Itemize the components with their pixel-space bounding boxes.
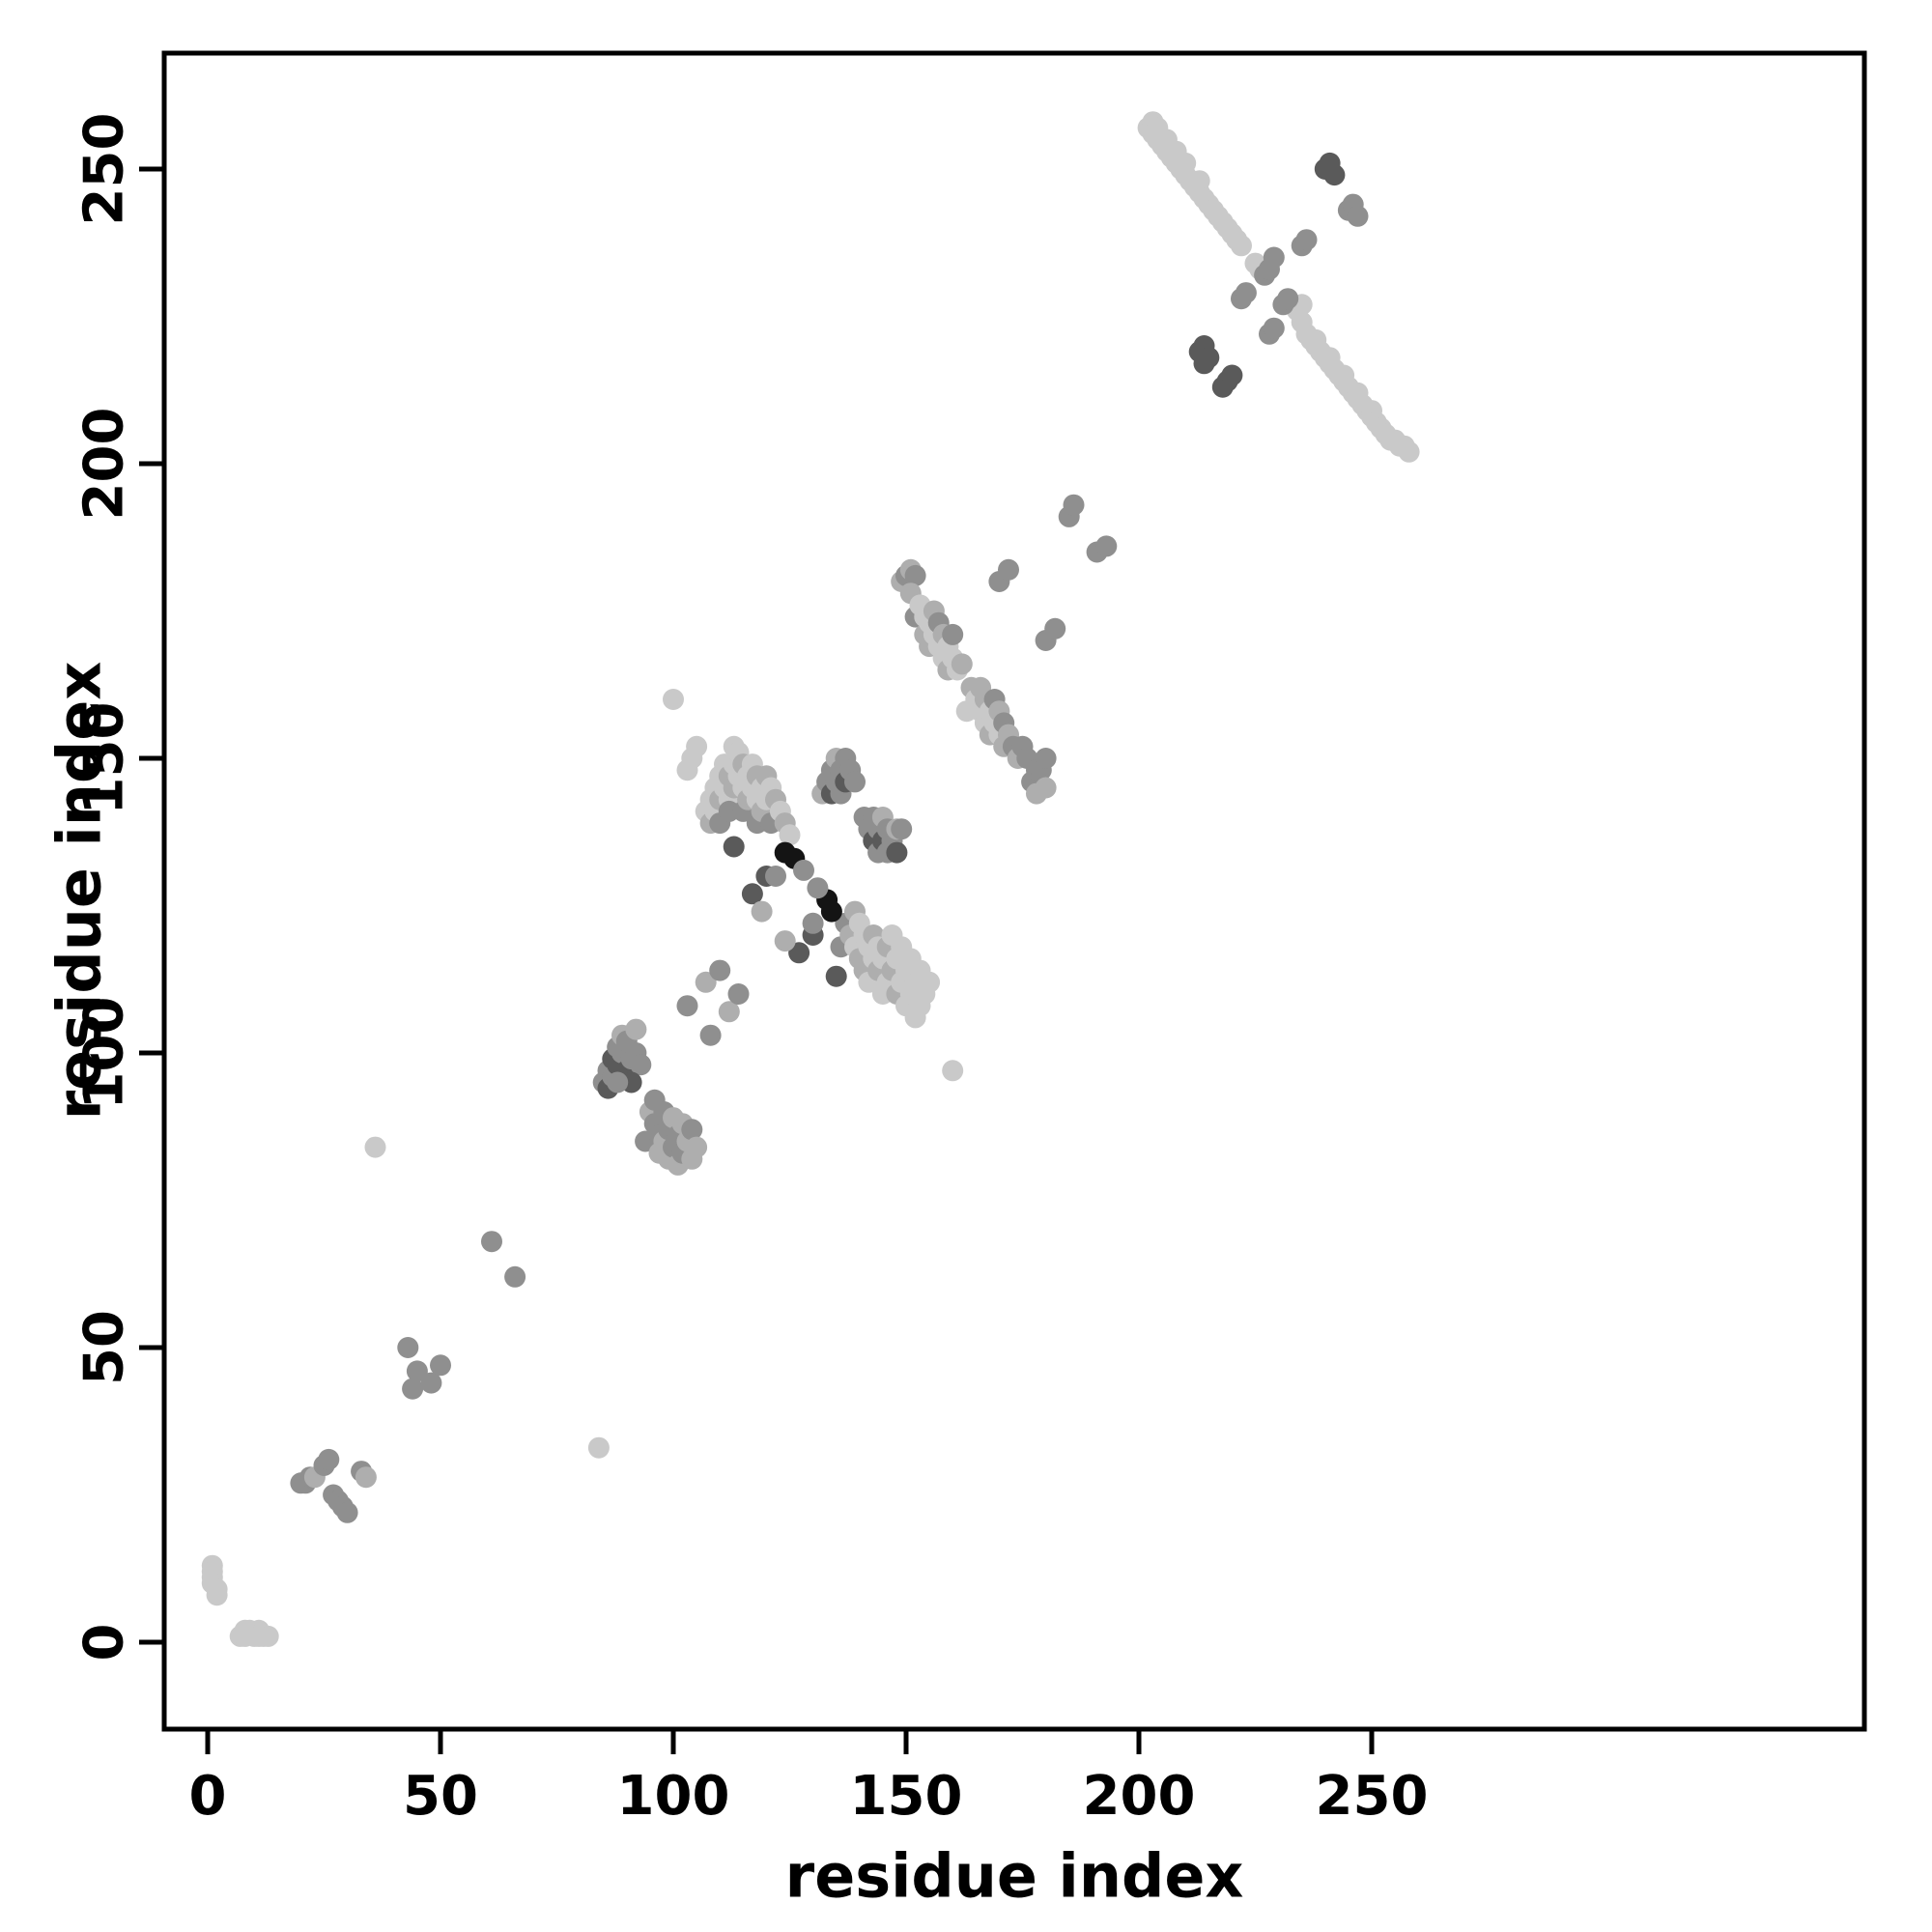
- data-point: [751, 900, 773, 923]
- data-point: [1323, 164, 1346, 186]
- data-point: [663, 689, 684, 710]
- data-point: [741, 883, 763, 905]
- plot-border: [161, 50, 1867, 1732]
- data-point: [1035, 777, 1057, 799]
- data-point: [793, 859, 814, 881]
- data-point: [723, 836, 745, 858]
- data-point: [318, 1448, 340, 1470]
- data-point: [248, 1625, 270, 1647]
- y-axis-label: residue index: [43, 661, 115, 1121]
- data-point: [1231, 235, 1252, 257]
- data-point: [788, 942, 810, 964]
- data-point: [727, 983, 750, 1005]
- data-point: [1295, 229, 1318, 251]
- x-tick-label: 200: [1083, 1765, 1196, 1828]
- data-point: [481, 1231, 502, 1253]
- x-tick-label: 50: [403, 1765, 478, 1828]
- data-point: [807, 877, 829, 899]
- data-point: [681, 1119, 703, 1141]
- x-axis-label: residue index: [784, 1840, 1244, 1912]
- data-point: [430, 1354, 451, 1377]
- data-point: [402, 1378, 424, 1400]
- y-tick-label: 0: [73, 1624, 136, 1662]
- y-tick-label: 100: [73, 997, 136, 1110]
- data-point: [420, 1372, 442, 1394]
- data-point: [695, 971, 717, 993]
- data-point: [206, 1584, 228, 1606]
- y-tick-label: 200: [73, 408, 136, 521]
- data-point: [686, 1136, 708, 1158]
- y-tick-label: 150: [73, 702, 136, 815]
- data-point: [1063, 494, 1085, 516]
- data-point: [1175, 152, 1197, 174]
- data-point: [1263, 317, 1285, 339]
- data-point: [1235, 282, 1257, 304]
- data-point: [709, 959, 731, 981]
- data-point: [336, 1501, 358, 1523]
- data-point: [1044, 617, 1066, 639]
- data-point: [1035, 748, 1057, 769]
- data-point: [355, 1466, 377, 1489]
- data-point: [1347, 205, 1369, 227]
- data-point: [1221, 364, 1243, 386]
- data-point: [844, 771, 866, 793]
- data-point: [904, 564, 926, 586]
- data-point: [1188, 170, 1210, 192]
- data-point: [802, 912, 824, 934]
- data-point: [942, 623, 964, 645]
- data-point: [942, 1060, 964, 1082]
- y-tick-label: 50: [73, 1310, 136, 1385]
- y-tick-label: 250: [73, 113, 136, 226]
- data-point: [779, 824, 801, 846]
- data-point: [397, 1337, 419, 1358]
- data-point: [1277, 288, 1299, 310]
- data-point: [686, 735, 708, 757]
- data-point: [1193, 353, 1215, 375]
- x-tick-label: 0: [189, 1765, 227, 1828]
- data-point: [1398, 440, 1420, 463]
- data-point: [718, 1001, 740, 1023]
- data-point: [676, 995, 698, 1017]
- x-tick-label: 250: [1316, 1765, 1429, 1828]
- data-point: [820, 900, 842, 923]
- data-point: [1095, 535, 1118, 557]
- data-point: [774, 930, 796, 952]
- data-point: [886, 841, 908, 864]
- data-point: [765, 866, 786, 887]
- data-point: [1263, 246, 1285, 269]
- data-point: [951, 653, 973, 675]
- data-point: [919, 971, 941, 993]
- data-point: [891, 818, 913, 840]
- x-tick-label: 100: [617, 1765, 730, 1828]
- data-point: [630, 1054, 652, 1076]
- data-point: [998, 558, 1019, 581]
- x-tick-label: 150: [850, 1765, 963, 1828]
- data-point: [406, 1360, 428, 1382]
- data-point: [625, 1018, 647, 1040]
- data-point: [504, 1265, 526, 1288]
- data-point: [364, 1136, 386, 1158]
- data-point: [825, 965, 847, 987]
- data-point: [587, 1436, 610, 1459]
- data-point: [699, 1024, 722, 1046]
- data-point: [607, 1071, 629, 1094]
